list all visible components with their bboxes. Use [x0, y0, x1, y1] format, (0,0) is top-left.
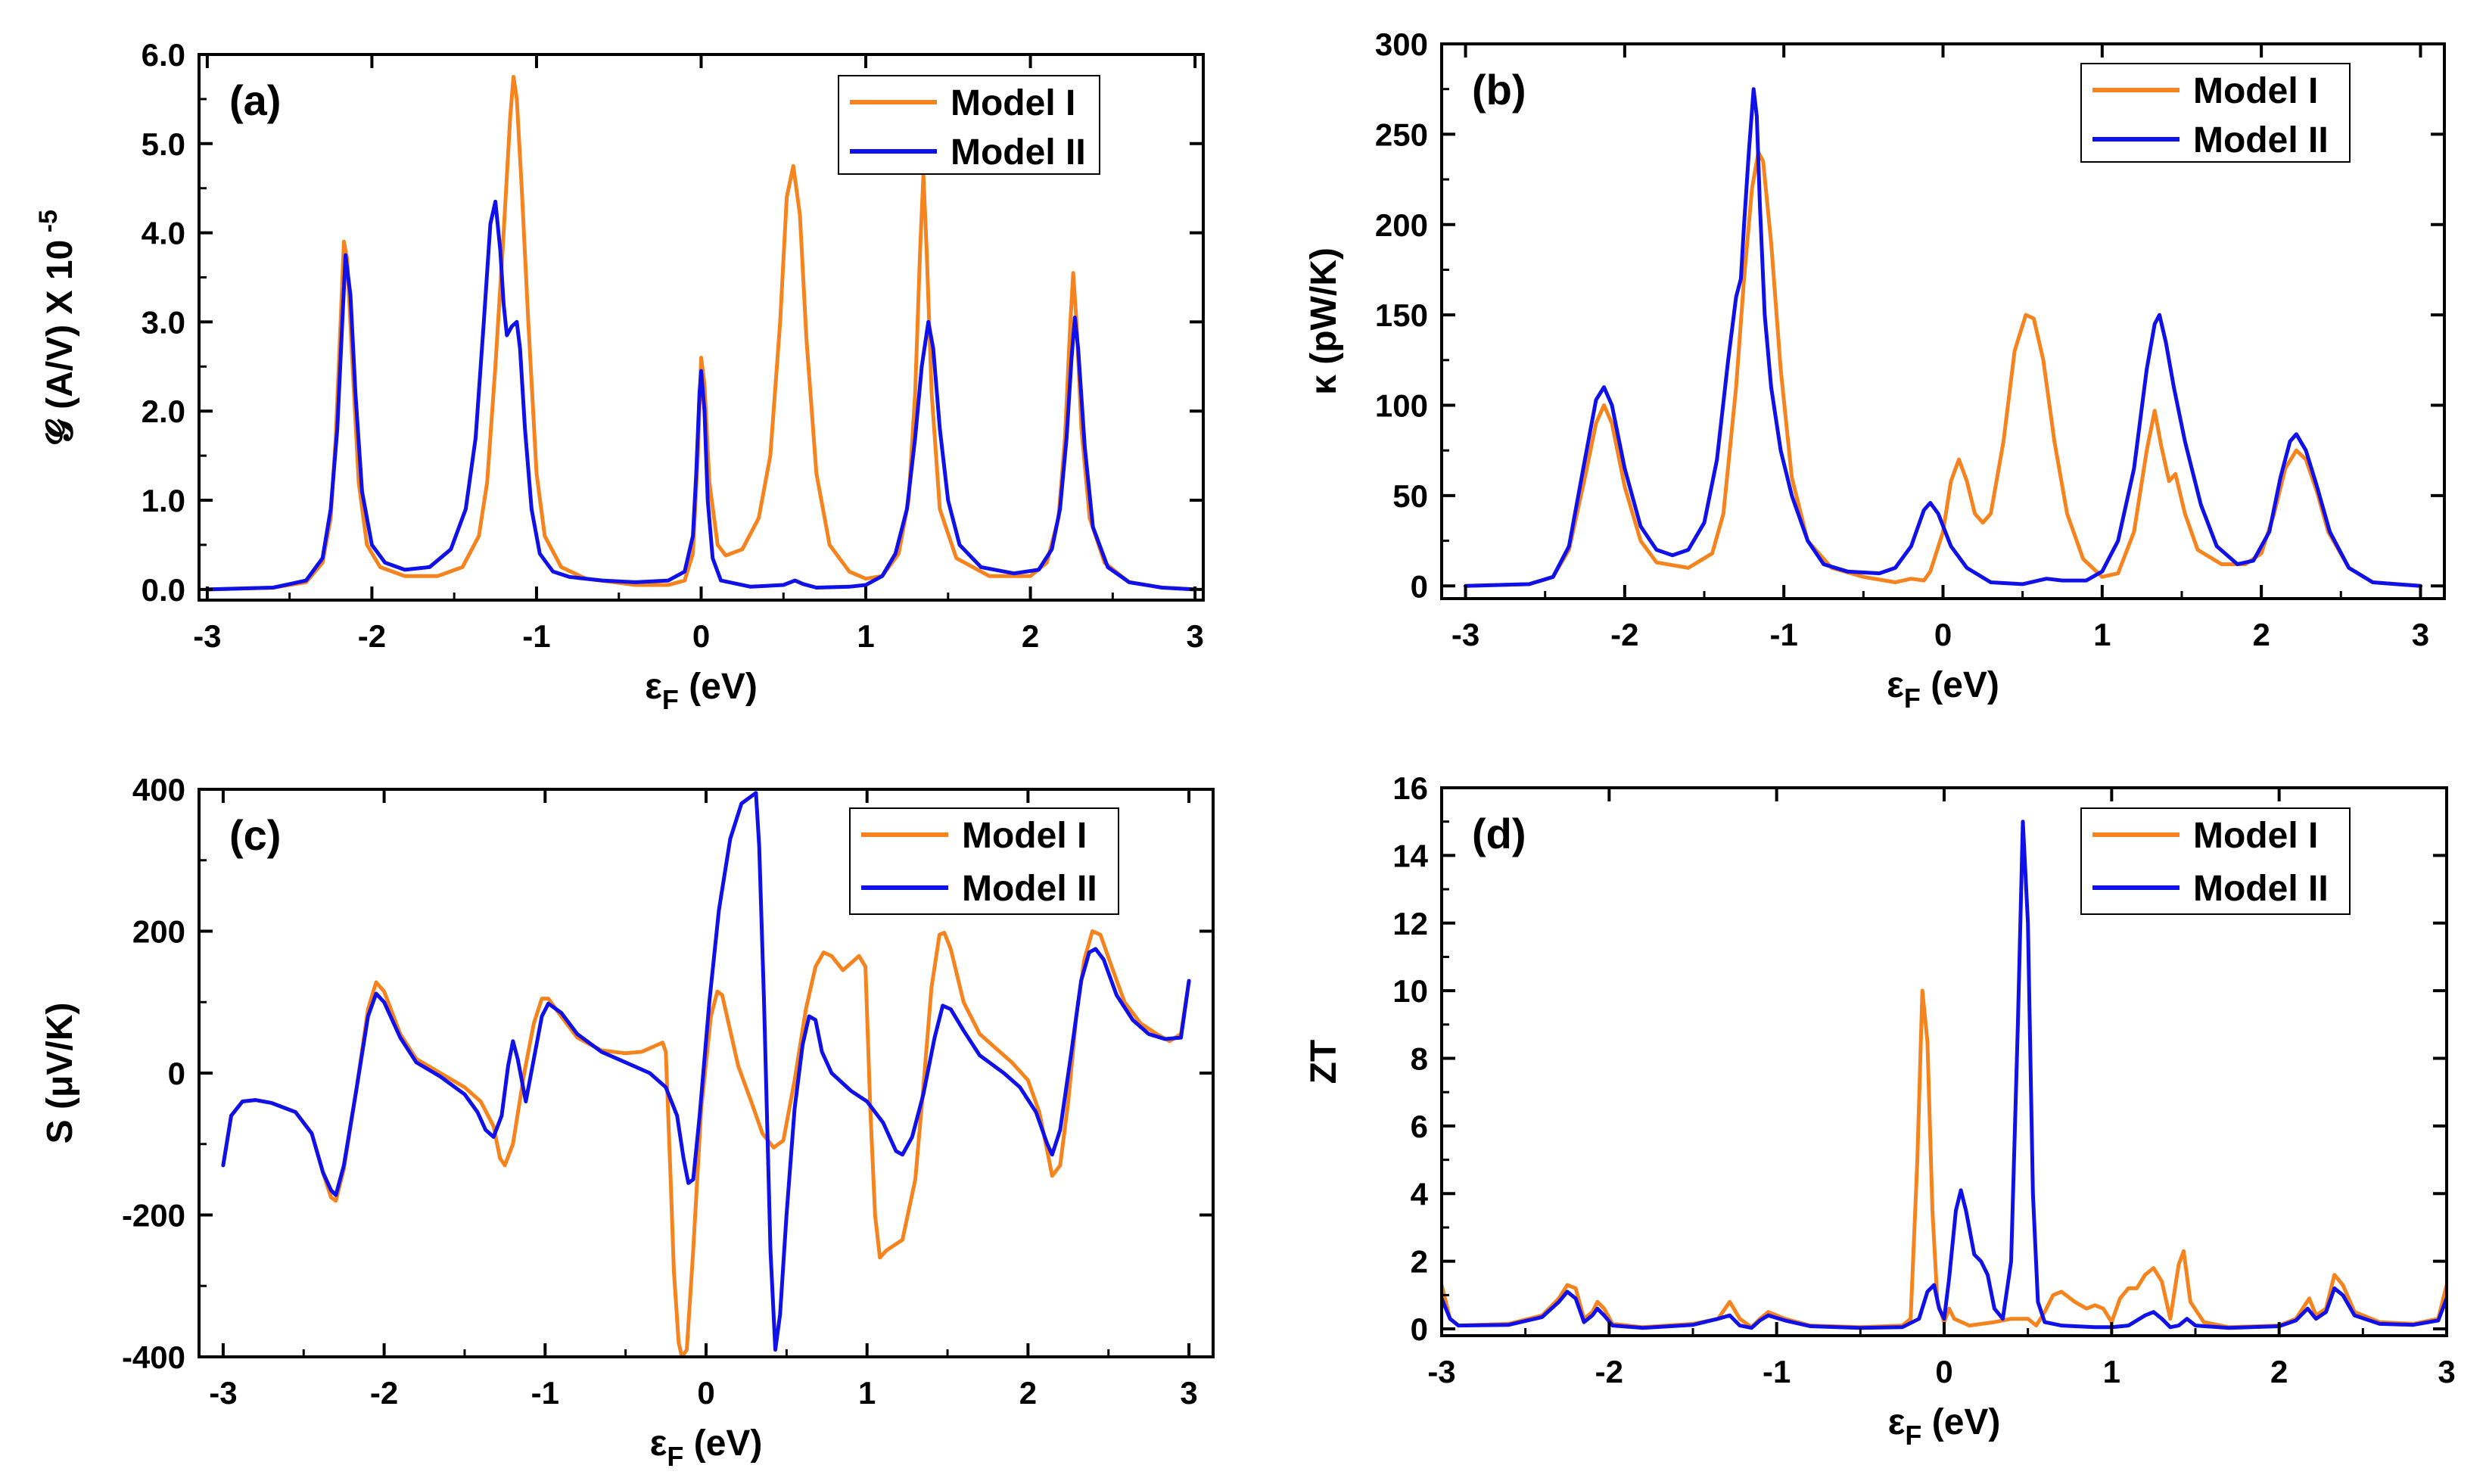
x-tick-label: -3 — [209, 1375, 237, 1411]
x-tick-label: -2 — [370, 1375, 398, 1411]
y-axis-label: 𝓖 (A/V) X 10 -5 — [34, 210, 80, 445]
series-line-model-ii — [1442, 820, 2447, 1330]
x-tick-label: 0 — [1934, 617, 1952, 652]
y-tick-label: 2 — [1411, 1244, 1428, 1280]
x-tick-label: 0 — [697, 1375, 714, 1411]
legend-box — [849, 807, 1119, 915]
series-line-model-i — [1464, 150, 2422, 588]
y-axis-label: κ (pW/K) — [1304, 247, 1344, 395]
y-tick-label: 400 — [132, 772, 185, 807]
y-tick-label: -400 — [122, 1339, 185, 1375]
y-axis-label: S (μV/K) — [40, 1003, 80, 1144]
series-line-model-ii — [221, 791, 1191, 1352]
x-tick-label: -1 — [1770, 617, 1798, 652]
series-line-model-ii — [1464, 87, 2422, 588]
x-tick-label: -3 — [1427, 1354, 1455, 1389]
panel-label: (d) — [1472, 810, 1526, 857]
y-tick-label: 0 — [168, 1056, 185, 1091]
x-tick-label: -3 — [1451, 617, 1479, 652]
y-tick-label: 200 — [1375, 207, 1428, 243]
legend-label: Model I — [951, 83, 1075, 123]
x-tick-label: 2 — [2270, 1354, 2288, 1389]
series-line-model-i — [205, 75, 1197, 592]
y-tick-label: 2.0 — [142, 394, 185, 429]
panel-c: -3 -2 -1 0 1 2 3 -400 -200 0 200 400 εF (eV) S (μV/K)… — [40, 772, 1215, 1472]
y-tick-label: 0 — [1411, 568, 1428, 604]
y-tick-label: 200 — [132, 914, 185, 950]
legend-box — [2080, 807, 2351, 915]
legend-label: Model I — [2193, 71, 2318, 111]
x-tick-label: 1 — [857, 618, 874, 654]
x-tick-label: 3 — [1180, 1375, 1197, 1411]
y-axis-label: ZT — [1304, 1040, 1344, 1084]
x-tick-label: 0 — [692, 618, 710, 654]
x-axis-label: εF (eV) — [1888, 1402, 2001, 1451]
legend-label: Model II — [2193, 120, 2329, 160]
y-tick-label: 8 — [1411, 1041, 1428, 1077]
x-tick-label: 1 — [2093, 617, 2111, 652]
x-tick-label: 3 — [2438, 1354, 2455, 1389]
y-tick-label: 50 — [1392, 478, 1428, 514]
x-tick-label: 2 — [1019, 1375, 1037, 1411]
panel-a: -3 -2 -1 0 1 2 3 0.0 1.0 2.0 3.0 4.0 5.0 6.0 εF (eV) 𝓖 … — [34, 37, 1205, 715]
legend-label: Model II — [2193, 869, 2329, 909]
x-tick-label: -1 — [522, 618, 550, 654]
legend-label: Model II — [962, 869, 1097, 909]
legend-label: Model I — [2193, 816, 2318, 856]
y-tick-label: 250 — [1375, 117, 1428, 152]
panel-label: (a) — [229, 76, 281, 124]
y-tick-label: 0.0 — [142, 572, 185, 608]
legend-box — [2080, 63, 2351, 163]
y-tick-label: 6.0 — [142, 37, 185, 73]
y-tick-label: 5.0 — [142, 126, 185, 162]
legend-box — [838, 75, 1100, 175]
x-axis-label: εF (eV) — [1887, 665, 1999, 714]
x-tick-label: 3 — [2412, 617, 2429, 652]
x-tick-label: -2 — [358, 618, 386, 654]
y-tick-label: 14 — [1392, 838, 1428, 873]
y-tick-label: 3.0 — [142, 304, 185, 340]
x-tick-label: -1 — [1763, 1354, 1791, 1389]
panel-label: (b) — [1472, 66, 1526, 114]
y-tick-label: 16 — [1392, 770, 1428, 806]
y-tick-label: 4 — [1411, 1176, 1429, 1212]
y-tick-label: 150 — [1375, 297, 1428, 333]
x-tick-label: 0 — [1935, 1354, 1952, 1389]
y-tick-label: 10 — [1392, 973, 1428, 1009]
series-line-model-i — [1442, 988, 2447, 1330]
y-tick-label: 12 — [1392, 906, 1428, 941]
y-tick-label: 0 — [1411, 1311, 1428, 1347]
x-axis-label: εF (eV) — [650, 1423, 763, 1472]
y-tick-label: 4.0 — [142, 216, 185, 251]
legend-label: Model II — [951, 132, 1086, 173]
series-line-model-i — [221, 929, 1191, 1357]
y-tick-label: 300 — [1375, 26, 1428, 62]
x-tick-label: -2 — [1610, 617, 1638, 652]
legend-label: Model I — [962, 816, 1087, 856]
panel-b: -3 -2 -1 0 1 2 3 0 50 100 150 200 250 300 εF (eV) κ (pW… — [1304, 26, 2446, 714]
y-tick-label: 6 — [1411, 1109, 1428, 1144]
x-axis-label: εF (eV) — [645, 667, 758, 715]
x-tick-label: 1 — [2103, 1354, 2120, 1389]
y-tick-label: 1.0 — [142, 483, 185, 518]
panel-label: (c) — [229, 811, 281, 859]
x-tick-label: 3 — [1186, 618, 1203, 654]
x-tick-label: 1 — [858, 1375, 876, 1411]
x-tick-label: -1 — [531, 1375, 559, 1411]
y-tick-label: -200 — [122, 1198, 185, 1234]
x-tick-label: 2 — [1022, 618, 1039, 654]
y-tick-label: 100 — [1375, 388, 1428, 424]
x-tick-label: -2 — [1595, 1354, 1623, 1389]
x-tick-label: 2 — [2252, 617, 2270, 652]
x-tick-label: -3 — [193, 618, 221, 654]
series-line-model-ii — [205, 199, 1197, 592]
